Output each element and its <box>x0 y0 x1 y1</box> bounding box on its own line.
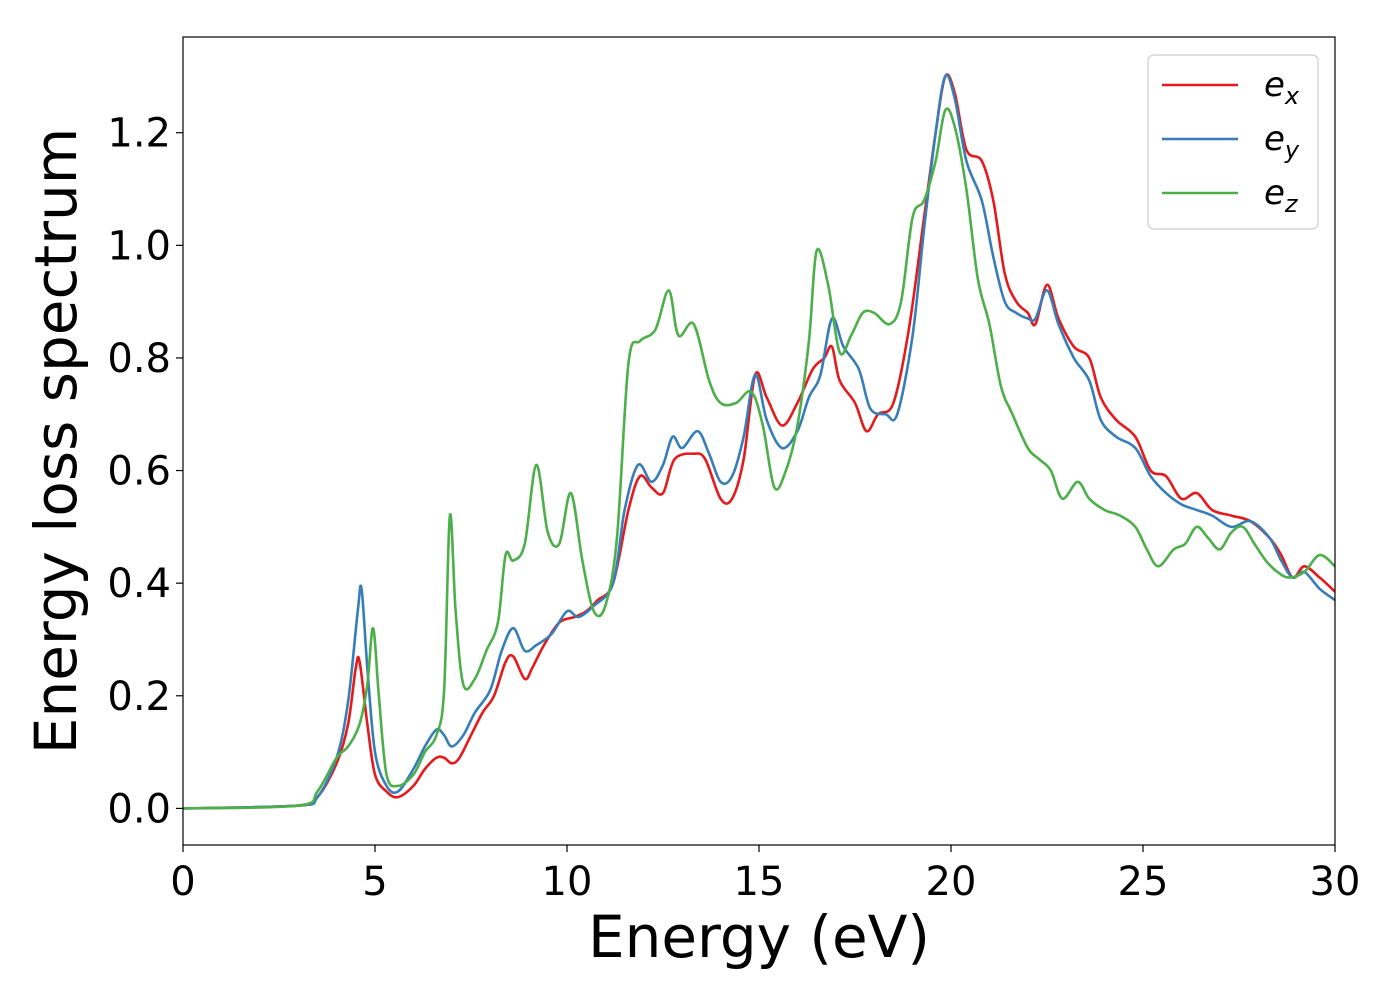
x-tick-label: 5 <box>362 859 387 905</box>
x-tick-label: 30 <box>1310 859 1361 905</box>
y-tick-label: 0.6 <box>107 449 171 495</box>
series-line-z <box>183 107 1335 810</box>
legend-label-z: ez <box>1264 173 1299 218</box>
x-tick-label: 0 <box>170 859 195 905</box>
series-layer <box>183 73 1335 810</box>
x-tick-label: 15 <box>734 859 785 905</box>
x-axis-title: Energy (eV) <box>588 903 930 971</box>
y-tick-label: 0.2 <box>107 674 171 720</box>
legend-label-y: ey <box>1264 119 1300 164</box>
y-tick-label: 1.2 <box>107 111 171 157</box>
series-line-x <box>183 73 1335 810</box>
legend-items: ex ey ez <box>1162 65 1300 218</box>
y-tick-label: 0.4 <box>107 561 171 607</box>
x-axis: 0 5 10 15 20 25 30 <box>170 845 1360 905</box>
legend-label-x: ex <box>1264 65 1300 110</box>
y-axis-title: Energy loss spectrum <box>22 128 90 754</box>
series-line-y <box>183 73 1335 810</box>
x-tick-label: 10 <box>542 859 593 905</box>
y-tick-label: 0.0 <box>107 786 171 832</box>
x-tick-label: 25 <box>1118 859 1169 905</box>
y-tick-label: 0.8 <box>107 336 171 382</box>
x-tick-label: 20 <box>926 859 977 905</box>
legend: ex ey ez <box>1147 54 1319 230</box>
y-tick-label: 1.0 <box>107 223 171 269</box>
legend-box <box>1147 54 1319 230</box>
y-axis: 0.0 0.2 0.4 0.6 0.8 1.0 1.2 <box>107 111 183 832</box>
